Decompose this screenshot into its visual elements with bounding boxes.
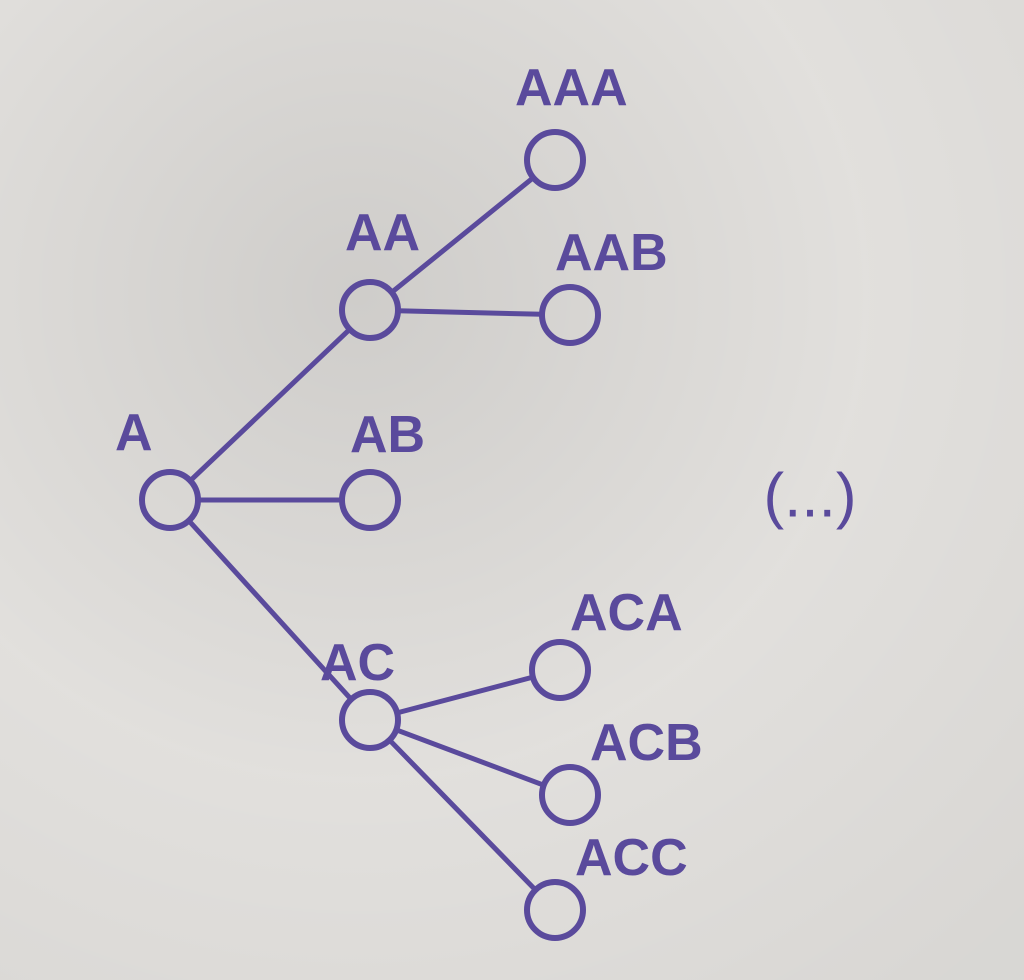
node-label-A: A <box>115 404 153 462</box>
node-label-ACA: ACA <box>570 584 683 642</box>
node-label-ACB: ACB <box>590 714 703 772</box>
tree-diagram: AAAABACAAAAABACAACBACC (...) <box>0 0 1024 980</box>
node-label-AB: AB <box>350 406 425 464</box>
node-label-ACC: ACC <box>575 829 688 887</box>
diagram-shading <box>0 0 1024 980</box>
node-label-AAA: AAA <box>515 59 628 117</box>
ellipsis-label: (...) <box>764 461 857 530</box>
node-label-AAB: AAB <box>555 224 668 282</box>
node-label-AA: AA <box>345 204 420 262</box>
node-label-AC: AC <box>320 634 395 692</box>
